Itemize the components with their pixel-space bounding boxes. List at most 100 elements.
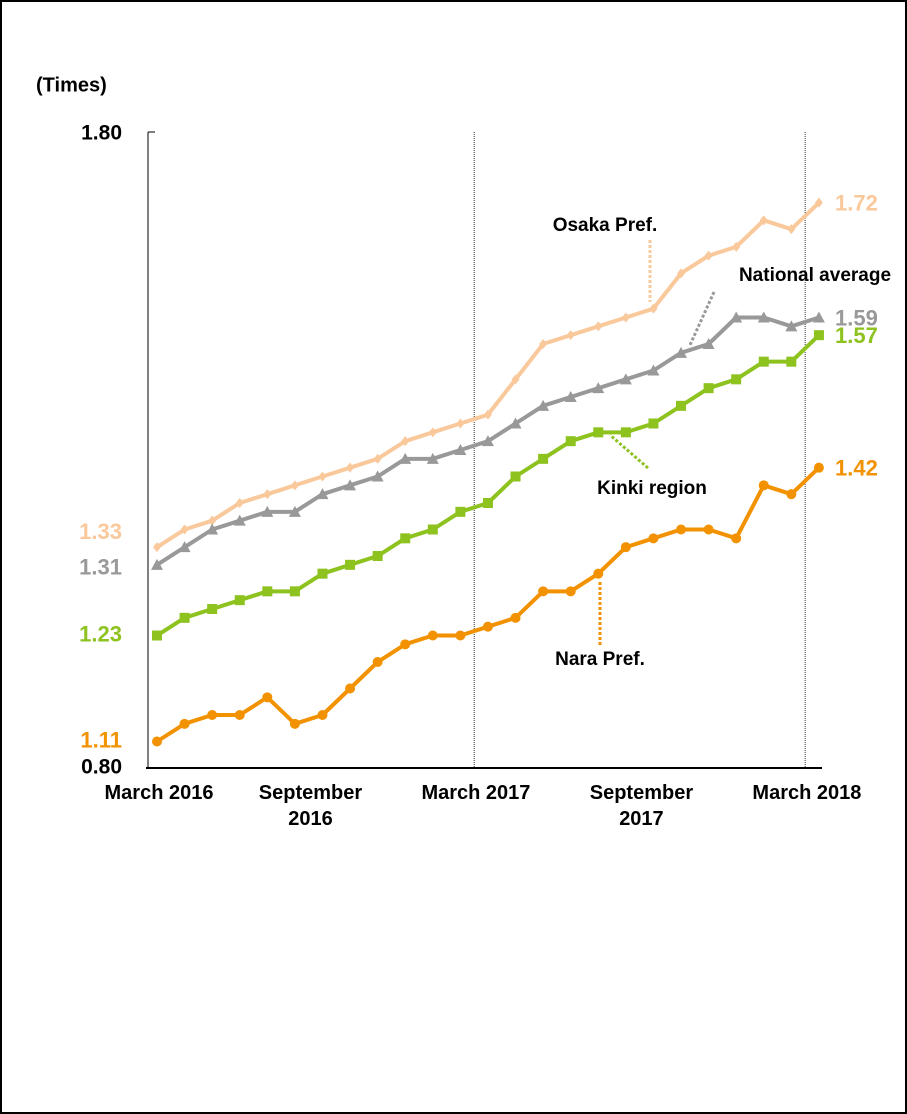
point [427,630,438,641]
end-value-label: 1.59 [835,305,878,330]
point [730,311,743,323]
point [539,339,548,349]
x-tick-label: March 2016 [104,782,214,804]
point [537,399,550,411]
point [647,364,660,376]
point [704,250,713,261]
point [179,612,190,623]
point [345,683,356,694]
point [178,541,191,553]
point [234,710,245,720]
point [619,373,632,385]
point [371,470,384,482]
point [345,559,356,570]
point [594,321,603,332]
start-value-label: 1.11 [80,727,122,752]
end-value-label: 1.57 [835,323,878,348]
point [620,542,631,553]
point [649,303,658,314]
point [732,241,741,252]
point [317,568,328,579]
point [207,710,218,720]
x-tick-label: September 2016 [258,782,363,830]
point [288,505,301,517]
point [481,435,494,447]
point [235,498,244,508]
point [758,356,769,367]
point [621,312,630,323]
series-label: Osaka Pref. [553,215,658,236]
start-value-label: 1.33 [79,519,122,544]
point [262,692,273,703]
end-value-label: 1.72 [835,190,878,215]
series-line [155,201,821,549]
point [482,621,493,632]
series-line [155,466,821,744]
point [401,436,410,447]
point [731,533,742,544]
point [373,453,382,464]
point [263,489,272,500]
point [702,338,715,349]
point [731,374,742,385]
point [261,505,274,517]
point [787,224,796,235]
point [151,558,163,570]
point [346,462,355,473]
point [153,542,161,553]
point [565,586,576,597]
x-tick-label: March 2017 [421,782,531,804]
point [152,630,162,641]
point [290,480,299,491]
point [455,506,466,517]
point [620,427,631,438]
y-axis-bottom-label: 0.80 [81,756,122,779]
start-value-label: 1.23 [79,621,122,646]
point [426,452,439,464]
x-tick-label: March 2018 [752,782,862,804]
point [233,514,246,526]
point [482,498,493,508]
point [318,471,327,482]
point [344,479,357,491]
point [757,311,770,323]
point [289,586,300,597]
point [648,418,659,429]
point [400,639,411,650]
start-value-label: 1.31 [79,555,122,580]
point [703,524,714,535]
point [316,488,329,500]
point [677,268,686,279]
point [703,383,714,394]
point [152,736,162,747]
point [566,330,575,341]
x-tick-label: September 2017 [589,782,694,830]
point [510,612,521,623]
point [676,524,687,535]
point [372,551,383,561]
point [317,710,328,720]
point [759,215,768,226]
point [400,533,411,544]
point [234,595,245,606]
point [179,718,190,729]
y-axis-label: (Times) [36,74,107,96]
point [428,427,437,438]
point [538,586,549,597]
point [262,586,273,597]
point [455,630,466,641]
point [427,524,438,535]
point [786,356,797,367]
label-leader [688,291,716,346]
series-label: National average [739,265,891,286]
point [206,523,219,535]
series-label: Nara Pref. [555,649,645,670]
point [289,718,300,729]
point [648,533,659,544]
point [510,471,521,482]
point [564,391,577,402]
point [207,604,218,614]
